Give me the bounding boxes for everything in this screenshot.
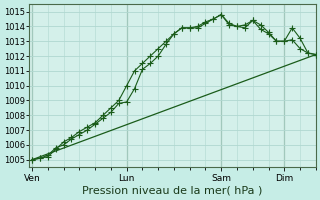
X-axis label: Pression niveau de la mer( hPa ): Pression niveau de la mer( hPa ) (83, 186, 263, 196)
